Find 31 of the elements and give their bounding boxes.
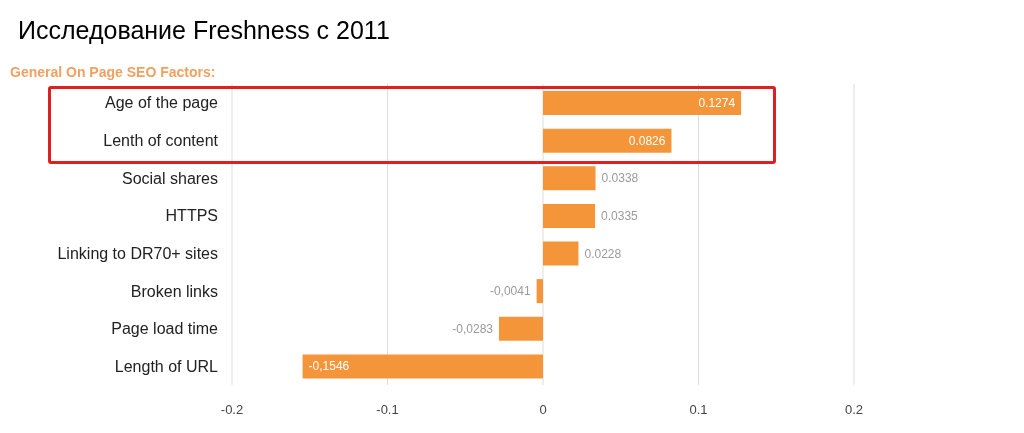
y-tick-label: Length of URL (114, 357, 219, 375)
x-tick-label: 0.1 (689, 402, 708, 418)
bar (543, 91, 742, 115)
x-tick-label: -0.1 (376, 402, 399, 418)
data-label: -0,1546 (308, 359, 350, 374)
chart-title: Исследование Freshness с 2011 (18, 16, 390, 45)
x-tick-label: -0.2 (220, 402, 244, 418)
data-label: 0.0228 (584, 246, 622, 261)
y-tick-label: Lenth of content (103, 132, 219, 150)
y-tick-label: HTTPS (165, 207, 218, 225)
bar (543, 241, 579, 266)
y-tick-label: Linking to DR70+ sites (57, 244, 218, 262)
bar (536, 279, 543, 304)
data-label: 0.0826 (628, 133, 666, 148)
bar (302, 354, 543, 379)
y-tick-label: Page load time (111, 320, 219, 338)
y-tick-label: Age of the page (105, 94, 219, 112)
bar (543, 128, 672, 153)
data-label: -0,0283 (452, 321, 494, 336)
data-label: 0.1274 (698, 96, 736, 110)
text: General On Page SEO Factors: (10, 64, 216, 80)
bar (498, 316, 543, 341)
x-tick-label: 0 (539, 402, 547, 418)
y-tick-label: Broken links (130, 282, 218, 300)
y-tick-label: Social shares (121, 169, 218, 187)
x-tick-label: 0.2 (844, 402, 864, 418)
data-label: 0.0338 (601, 171, 639, 186)
bar (543, 203, 596, 228)
bar (543, 166, 596, 191)
data-label: -0,0041 (489, 284, 531, 299)
data-label: 0.0335 (601, 208, 639, 223)
